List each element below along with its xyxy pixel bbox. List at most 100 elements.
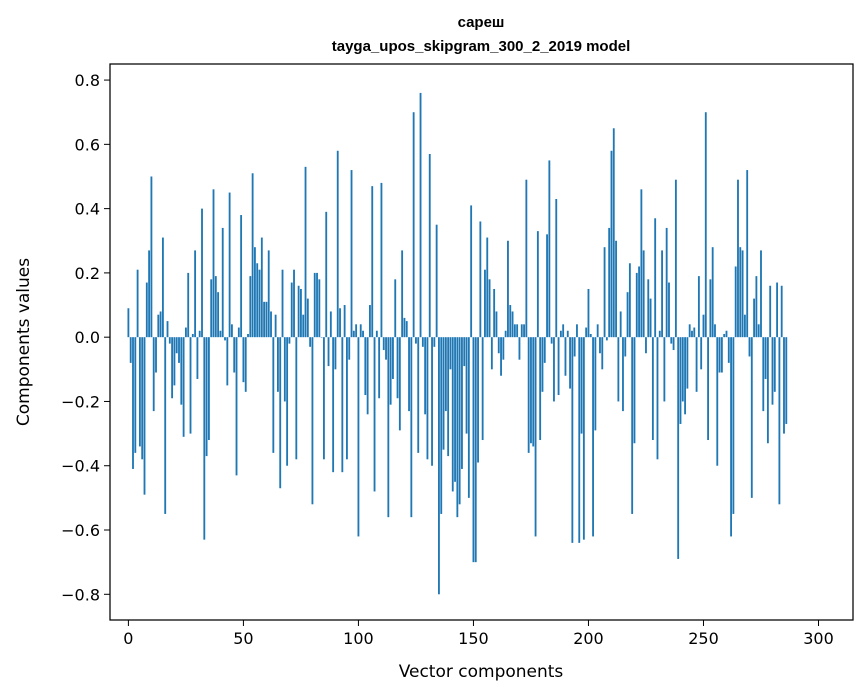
bar bbox=[233, 337, 236, 373]
y-tick-label: 0.6 bbox=[75, 135, 100, 154]
bar bbox=[240, 215, 243, 338]
bar bbox=[456, 337, 459, 518]
bar bbox=[401, 250, 404, 338]
bar bbox=[191, 333, 194, 338]
bar bbox=[488, 279, 491, 338]
bar bbox=[778, 337, 781, 505]
bar bbox=[490, 337, 493, 370]
y-tick-label: −0.2 bbox=[61, 392, 100, 411]
bar bbox=[716, 337, 719, 466]
bar bbox=[449, 337, 452, 370]
bar bbox=[589, 333, 592, 338]
bar bbox=[684, 337, 686, 415]
bar bbox=[753, 298, 756, 338]
bar bbox=[656, 337, 659, 460]
bar bbox=[438, 337, 440, 595]
bar bbox=[773, 337, 776, 392]
bar bbox=[198, 330, 201, 338]
bar bbox=[355, 324, 358, 338]
bar bbox=[143, 337, 146, 495]
bar bbox=[624, 337, 627, 357]
bar bbox=[578, 337, 581, 543]
bar bbox=[649, 298, 652, 338]
bar bbox=[566, 330, 569, 338]
bar bbox=[734, 266, 737, 338]
bar bbox=[550, 337, 553, 344]
bar bbox=[189, 337, 192, 434]
bar bbox=[599, 337, 601, 354]
bar bbox=[582, 337, 585, 540]
bar bbox=[755, 276, 758, 338]
bar bbox=[394, 279, 397, 338]
bar bbox=[277, 337, 279, 392]
bar bbox=[297, 285, 300, 338]
bar bbox=[228, 192, 231, 338]
bar bbox=[603, 247, 606, 338]
bar bbox=[695, 337, 698, 392]
bar bbox=[132, 337, 134, 469]
bar bbox=[594, 337, 597, 431]
bar bbox=[502, 337, 505, 360]
bar bbox=[380, 182, 383, 338]
bar bbox=[231, 324, 233, 338]
bar bbox=[150, 176, 153, 338]
bar bbox=[615, 240, 617, 338]
bar bbox=[274, 314, 277, 338]
bar bbox=[421, 337, 424, 347]
bar bbox=[279, 337, 282, 489]
bar bbox=[369, 305, 371, 338]
bar bbox=[339, 308, 341, 338]
bar bbox=[665, 227, 668, 338]
bar bbox=[329, 311, 332, 338]
bar bbox=[405, 321, 408, 338]
bar bbox=[219, 330, 222, 338]
y-tick-label: 0.8 bbox=[75, 71, 100, 90]
bar bbox=[258, 269, 261, 338]
x-tick-label: 100 bbox=[343, 629, 374, 648]
bar bbox=[187, 272, 190, 338]
bar bbox=[157, 314, 160, 338]
bar bbox=[562, 324, 565, 338]
bar bbox=[504, 330, 507, 338]
bar bbox=[417, 337, 420, 453]
bar bbox=[251, 173, 254, 338]
bar bbox=[539, 337, 542, 441]
bar bbox=[217, 292, 220, 338]
bar bbox=[730, 337, 732, 537]
bar bbox=[741, 250, 744, 338]
bar bbox=[635, 272, 638, 338]
bar bbox=[373, 337, 376, 492]
y-tick-label: 0.0 bbox=[75, 328, 100, 347]
bar bbox=[357, 337, 360, 537]
bar bbox=[389, 337, 392, 405]
x-tick-label: 200 bbox=[573, 629, 604, 648]
bar bbox=[415, 337, 417, 344]
bar bbox=[378, 337, 381, 399]
bar bbox=[311, 337, 314, 505]
bar bbox=[661, 250, 663, 338]
bar bbox=[760, 250, 762, 338]
bar bbox=[626, 292, 629, 338]
bar bbox=[495, 311, 498, 338]
bar bbox=[221, 227, 224, 338]
bar bbox=[385, 337, 387, 360]
bar bbox=[265, 301, 268, 338]
bar bbox=[532, 337, 535, 447]
bar bbox=[530, 337, 532, 444]
bar bbox=[348, 337, 351, 360]
bar bbox=[410, 337, 413, 518]
bar bbox=[295, 337, 298, 460]
bar bbox=[516, 324, 519, 338]
bar bbox=[398, 337, 401, 431]
bar bbox=[486, 237, 489, 338]
bar bbox=[720, 337, 723, 373]
bar bbox=[762, 337, 765, 412]
bar bbox=[509, 305, 512, 338]
bar bbox=[212, 189, 215, 338]
bar bbox=[171, 337, 174, 399]
y-tick-label: −0.6 bbox=[61, 521, 100, 540]
bar bbox=[210, 279, 213, 338]
bar bbox=[134, 337, 137, 453]
bar bbox=[461, 337, 463, 469]
bar bbox=[431, 337, 433, 466]
